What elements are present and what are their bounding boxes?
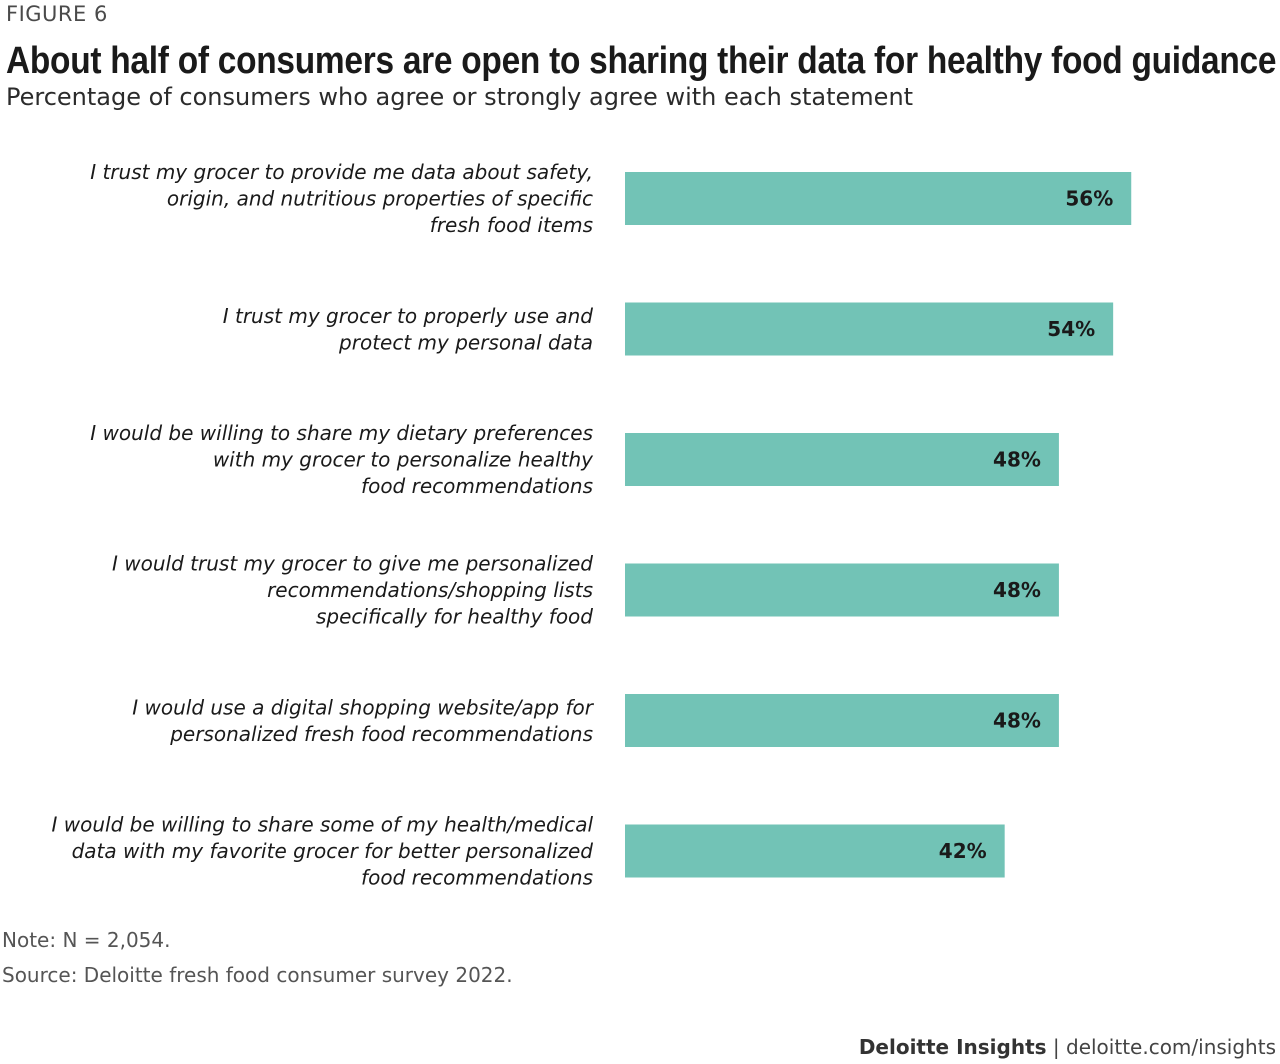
chart-title: About half of consumers are open to shar… xyxy=(6,40,1277,82)
value-label-4: 48% xyxy=(993,578,1041,602)
value-label-3: 48% xyxy=(993,448,1041,472)
figure-label: FIGURE 6 xyxy=(6,2,108,26)
value-label-6: 42% xyxy=(939,839,987,863)
bar-1 xyxy=(625,172,1132,225)
bar-3 xyxy=(625,433,1059,486)
bar-chart: 56% I trust my grocer to provide me data … xyxy=(52,160,1132,890)
footer-link[interactable]: deloitte.com/insights xyxy=(1066,1035,1276,1059)
chart-source: Source: Deloitte fresh food consumer sur… xyxy=(2,963,513,987)
bar-6 xyxy=(625,824,1005,878)
category-label-2: I trust my grocer to properly use and pro… xyxy=(223,304,594,355)
footer-separator: | xyxy=(1046,1035,1066,1059)
value-label-5: 48% xyxy=(993,709,1041,733)
category-label-5: I would use a digital shopping website/a… xyxy=(132,695,595,746)
footer-brand: Deloitte Insights xyxy=(858,1035,1047,1059)
chart-subtitle: Percentage of consumers who agree or str… xyxy=(6,83,914,111)
bar-2 xyxy=(625,302,1114,356)
footer: Deloitte Insights | deloitte.com/insight… xyxy=(859,1035,1276,1059)
category-label-1: I trust my grocer to provide me data abo… xyxy=(90,160,593,237)
value-label-2: 54% xyxy=(1047,317,1095,341)
bar-4 xyxy=(625,563,1059,617)
value-label-1: 56% xyxy=(1065,187,1113,211)
chart-note: Note: N = 2,054. xyxy=(2,928,171,952)
category-label-6: I would be willing to share some of my h… xyxy=(52,813,594,890)
category-label-4: I would trust my grocer to give me perso… xyxy=(112,552,593,629)
bar-5 xyxy=(625,694,1059,747)
category-label-3: I would be willing to share my dietary p… xyxy=(90,421,594,498)
